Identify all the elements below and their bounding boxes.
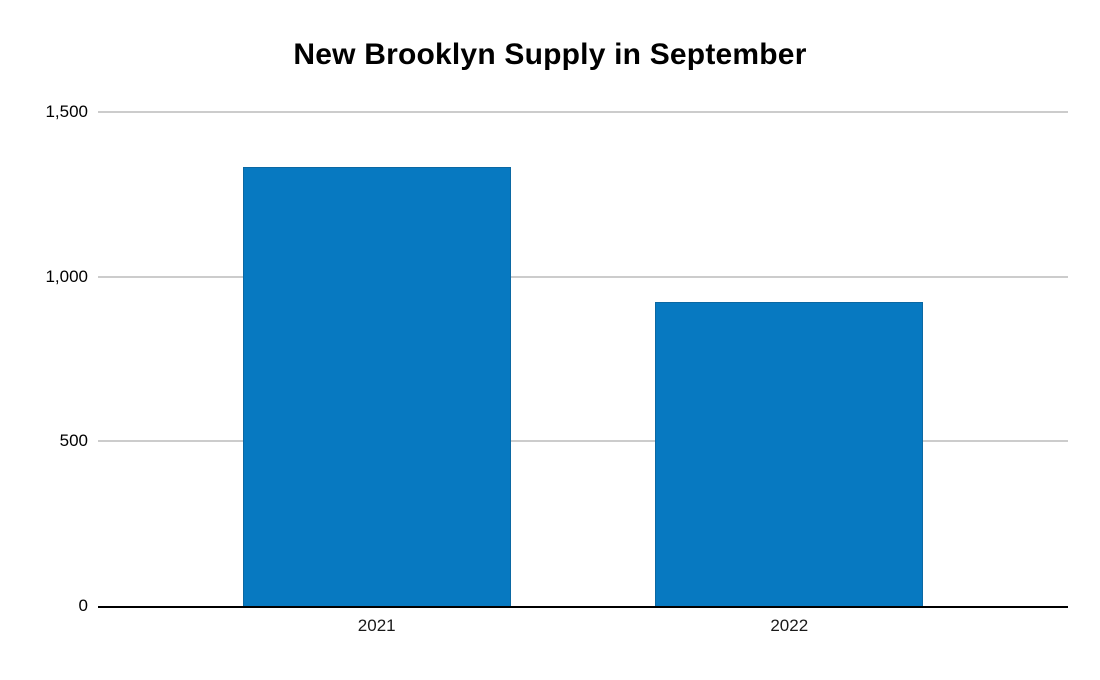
y-tick-label-1000: 1,000 <box>45 266 88 286</box>
chart-title: New Brooklyn Supply in September <box>293 38 807 71</box>
x-axis-label-2021: 2021 <box>357 616 396 635</box>
plot-area <box>98 111 1068 608</box>
x-axis-label-2022: 2022 <box>770 616 809 635</box>
bar-2021[interactable] <box>242 166 511 606</box>
y-tick-label-1500: 1,500 <box>45 102 88 121</box>
bar-series <box>98 112 1068 606</box>
bar-2022[interactable] <box>655 301 924 606</box>
y-axis-tick-labels: 0 500 1,000 1,500 <box>0 102 88 615</box>
y-tick-label-500: 500 <box>59 431 88 451</box>
gridline-1000 <box>98 275 1068 278</box>
x-axis-category-labels: 2021 2022 <box>98 616 1068 636</box>
y-tick-label-0: 0 <box>78 596 88 615</box>
gridline-500 <box>98 440 1068 443</box>
gridline-1500 <box>98 111 1068 113</box>
